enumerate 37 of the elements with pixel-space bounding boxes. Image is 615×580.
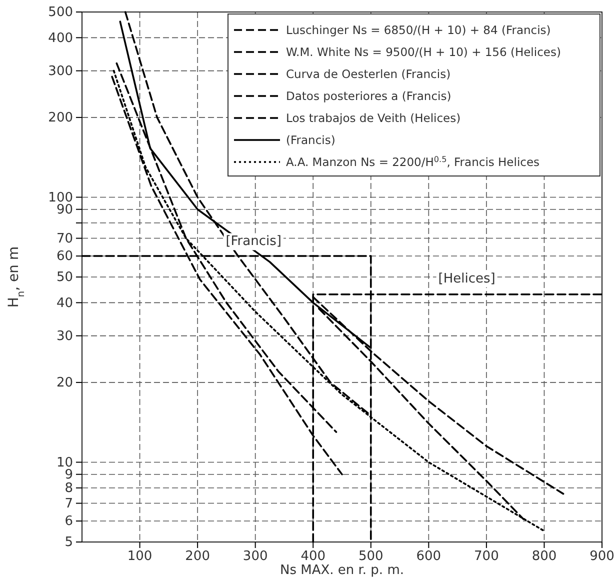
legend-label: (Francis) — [286, 133, 336, 147]
y-tick-label: 30 — [56, 328, 73, 344]
x-tick-label: 600 — [416, 549, 442, 564]
y-tick-label: 70 — [56, 231, 73, 246]
legend-label: Luschinger Ns = 6850/(H + 10) + 84 (Francis) — [286, 23, 551, 37]
y-tick-label: 50 — [56, 270, 73, 286]
y-tick-label: 6 — [64, 514, 73, 530]
x-tick-label: 300 — [242, 549, 268, 564]
y-tick-label: 60 — [56, 249, 73, 264]
x-axis-title: Ns MAX. en r. p. m. — [280, 563, 404, 578]
legend-label: W.M. White Ns = 9500/(H + 10) + 156 (Helices) — [286, 45, 561, 59]
y-tick-label: 7 — [64, 496, 73, 512]
y-tick-label: 90 — [56, 202, 73, 218]
x-tick-label: 400 — [300, 549, 326, 564]
y-tick-label: 400 — [48, 30, 73, 46]
x-tick-label: 200 — [185, 549, 210, 564]
x-tick-label: 100 — [127, 549, 152, 564]
legend-label: Datos posteriores a (Francis) — [286, 89, 452, 103]
y-tick-label: 40 — [56, 296, 73, 311]
x-tick-label: 700 — [474, 549, 499, 564]
y-tick-label: 500 — [48, 5, 73, 20]
annotation: [Francis] — [226, 234, 282, 250]
x-tick-label: 900 — [590, 549, 614, 564]
y-tick-label: 20 — [56, 376, 73, 391]
x-tick-label: 500 — [358, 549, 384, 564]
y-tick-label: 300 — [48, 64, 73, 79]
y-tick-label: 100 — [48, 190, 73, 206]
legend-label: A.A. Manzon Ns = 2200/H$^{0.5}$, Francis Helices — [286, 154, 540, 169]
y-tick-label: 9 — [64, 468, 73, 483]
legend-label: Los trabajos de Veith (Helices) — [286, 111, 461, 125]
y-tick-label: 8 — [64, 481, 73, 496]
legend-label: Curva de Oesterlen (Francis) — [286, 67, 451, 81]
x-tick-label: 800 — [532, 549, 557, 564]
annotation: [Helices] — [438, 271, 496, 286]
y-tick-label: 200 — [48, 110, 73, 126]
y-tick-label: 5 — [64, 535, 73, 550]
y-tick-label: 10 — [56, 455, 73, 470]
